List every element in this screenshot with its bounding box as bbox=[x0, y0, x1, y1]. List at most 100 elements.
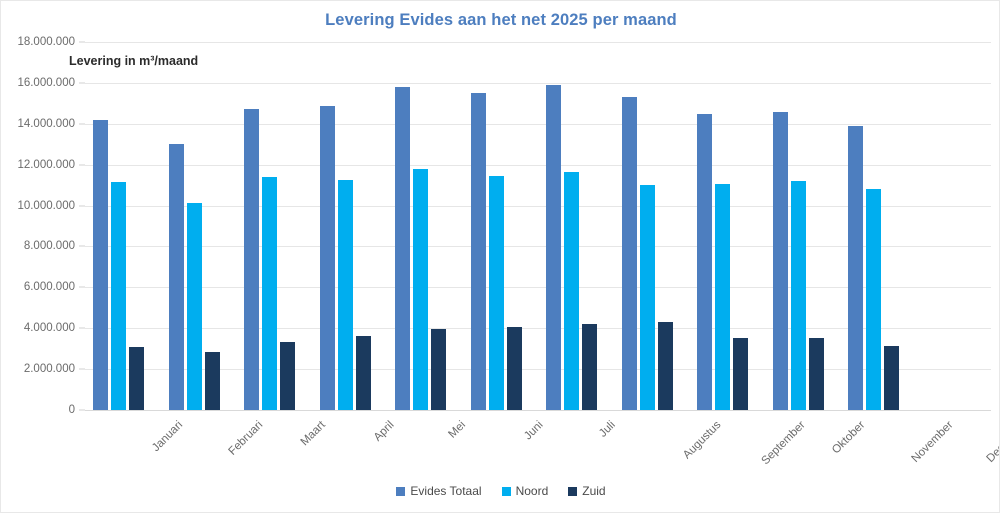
x-axis-line bbox=[85, 410, 991, 411]
x-axis-tick-label: April bbox=[371, 419, 397, 444]
bar[interactable] bbox=[93, 119, 109, 410]
bar[interactable] bbox=[733, 338, 749, 410]
chart-legend: Evides Totaal Noord Zuid bbox=[1, 484, 999, 498]
bar[interactable] bbox=[262, 176, 278, 410]
bar-group bbox=[312, 42, 388, 410]
bar[interactable] bbox=[244, 109, 260, 410]
bar-group bbox=[538, 42, 614, 410]
y-axis-tick-mark bbox=[79, 245, 85, 247]
bar[interactable] bbox=[337, 180, 353, 410]
bar[interactable] bbox=[355, 336, 371, 410]
x-axis-tick-label: Mei bbox=[446, 419, 468, 441]
bar[interactable] bbox=[280, 341, 296, 410]
bar-group bbox=[236, 42, 312, 410]
bar[interactable] bbox=[657, 322, 673, 410]
x-axis-tick-label: Juni bbox=[522, 419, 546, 443]
bar[interactable] bbox=[848, 125, 864, 410]
bar[interactable] bbox=[697, 113, 713, 410]
bar[interactable] bbox=[319, 106, 335, 410]
y-axis-tick-label: 18.000.000 bbox=[17, 36, 75, 48]
y-axis-tick-label: 6.000.000 bbox=[23, 281, 75, 294]
bar-group bbox=[916, 42, 992, 410]
bar[interactable] bbox=[715, 184, 731, 410]
gridline bbox=[85, 205, 991, 207]
y-axis-tick-label: 8.000.000 bbox=[23, 240, 75, 253]
bar[interactable] bbox=[506, 327, 522, 410]
legend-swatch-icon bbox=[501, 486, 511, 496]
legend-swatch-icon bbox=[568, 486, 578, 496]
y-axis-tick-mark bbox=[79, 123, 85, 125]
x-axis-tick-label: Februari bbox=[226, 419, 266, 458]
y-axis-tick-label: 4.000.000 bbox=[23, 322, 75, 335]
gridline bbox=[85, 328, 991, 330]
y-axis-tick-label: 10.000.000 bbox=[17, 199, 75, 212]
legend-item[interactable]: Evides Totaal bbox=[396, 484, 482, 498]
plot-area bbox=[85, 42, 992, 411]
y-axis-title: Levering in m³/maand bbox=[69, 54, 199, 68]
y-axis-tick-label: 12.000.000 bbox=[17, 158, 75, 171]
x-axis-tick-label: Augustus bbox=[681, 419, 724, 462]
legend-label: Evides Totaal bbox=[410, 484, 482, 498]
y-axis-tick-mark bbox=[79, 164, 85, 166]
bar[interactable] bbox=[413, 168, 429, 410]
bar[interactable] bbox=[129, 346, 145, 410]
legend-item[interactable]: Noord bbox=[501, 484, 549, 498]
bar[interactable] bbox=[790, 181, 806, 410]
bar[interactable] bbox=[884, 345, 900, 410]
gridline bbox=[85, 42, 991, 43]
bar[interactable] bbox=[168, 144, 184, 410]
bar[interactable] bbox=[488, 175, 504, 410]
y-axis-tick-label: 14.000.000 bbox=[17, 117, 75, 130]
legend-swatch-icon bbox=[396, 486, 406, 496]
x-axis-tick-label: December bbox=[984, 419, 1000, 466]
y-axis-tick-label: 0 bbox=[68, 404, 75, 416]
chart-title: Levering Evides aan het net 2025 per maa… bbox=[325, 11, 677, 29]
y-axis-tick-mark bbox=[79, 82, 85, 84]
bar[interactable] bbox=[621, 97, 637, 410]
bar[interactable] bbox=[866, 189, 882, 410]
bar[interactable] bbox=[395, 86, 411, 410]
bar[interactable] bbox=[564, 171, 580, 410]
bar[interactable] bbox=[204, 351, 220, 410]
bar-group bbox=[463, 42, 539, 410]
bar-group bbox=[689, 42, 765, 410]
gridline bbox=[85, 164, 991, 166]
y-axis-tick-label: 2.000.000 bbox=[23, 363, 75, 376]
legend-label: Zuid bbox=[582, 484, 606, 498]
gridline bbox=[85, 246, 991, 248]
gridline bbox=[85, 123, 991, 125]
y-axis-tick-mark bbox=[79, 286, 85, 288]
bar[interactable] bbox=[470, 93, 486, 410]
bar-group bbox=[840, 42, 916, 410]
y-axis-tick-labels: 18.000.000 16.000.000 14.000.000 12.000.000… bbox=[1, 36, 75, 416]
x-axis-tick-label: Januari bbox=[149, 419, 185, 455]
bar[interactable] bbox=[582, 324, 598, 410]
bar-group bbox=[387, 42, 463, 410]
x-axis-tick-label: November bbox=[909, 419, 956, 466]
gridline bbox=[85, 369, 991, 371]
bar[interactable] bbox=[808, 338, 824, 410]
bar-group bbox=[161, 42, 237, 410]
x-axis-tick-labels: Januari Februari Maart April Mei Juni Juli Augu… bbox=[85, 410, 999, 476]
legend-item[interactable]: Zuid bbox=[568, 484, 606, 498]
legend-label: Noord bbox=[515, 484, 549, 498]
x-axis-tick-label: September bbox=[759, 419, 808, 468]
bar-group bbox=[85, 42, 161, 410]
y-axis-tick-mark bbox=[79, 368, 85, 370]
bar[interactable] bbox=[772, 111, 788, 410]
x-axis-tick-label: Juli bbox=[596, 419, 618, 440]
y-axis-tick-mark bbox=[79, 327, 85, 329]
x-axis-tick-label: Maart bbox=[298, 419, 328, 449]
y-axis-tick-label: 16.000.000 bbox=[17, 76, 75, 89]
bar[interactable] bbox=[186, 202, 202, 410]
bar[interactable] bbox=[639, 185, 655, 410]
x-axis-tick-label: Oktober bbox=[830, 419, 868, 457]
bar[interactable] bbox=[431, 329, 447, 410]
y-axis-tick-mark bbox=[79, 409, 85, 411]
bar-group bbox=[765, 42, 841, 410]
bar[interactable] bbox=[111, 182, 127, 410]
bar-group bbox=[614, 42, 690, 410]
gridline bbox=[85, 287, 991, 289]
bar[interactable] bbox=[546, 84, 562, 410]
